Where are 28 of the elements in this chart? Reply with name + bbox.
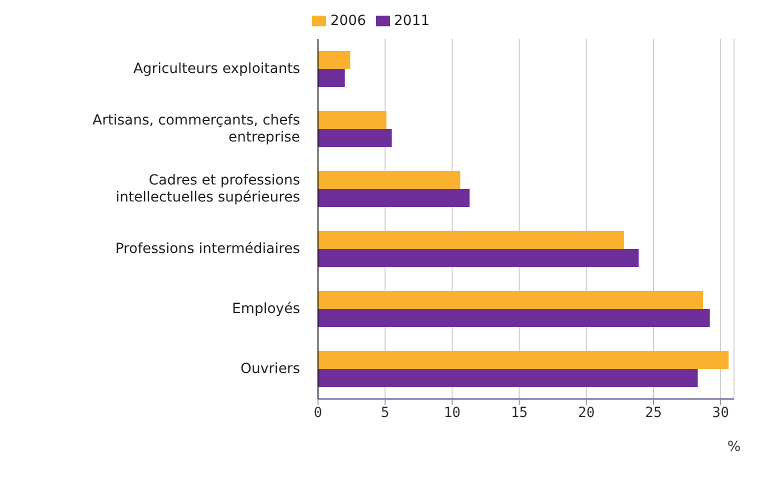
legend-label: 2006 [330, 13, 366, 29]
bar [318, 111, 386, 129]
y-tick-label: Employés [232, 300, 300, 317]
x-tick-label: 5 [380, 404, 390, 421]
x-axis-title: % [727, 439, 741, 455]
bar [318, 69, 345, 87]
y-tick-label: Cadres et professions intellectuelles supérieures [116, 172, 300, 206]
y-tick-label: Professions intermédiaires [115, 240, 300, 257]
bar [318, 51, 350, 69]
x-tick-label: 25 [645, 404, 662, 421]
bar [318, 291, 704, 309]
y-tick-label: Agriculteurs exploitants [133, 60, 300, 77]
x-tick-label: 15 [510, 404, 528, 421]
y-tick-label: Artisans, commerçants, chefs entreprise [92, 112, 300, 146]
bar [318, 231, 624, 249]
x-tick-label: 10 [444, 404, 461, 421]
y-tick-label: Ouvriers [240, 360, 300, 377]
bar [318, 369, 698, 387]
bar [318, 351, 729, 369]
bar [318, 249, 639, 267]
x-tick-label: 30 [712, 404, 730, 421]
legend-label: 2011 [394, 13, 430, 29]
x-tick-label: 20 [578, 404, 595, 421]
bar [318, 129, 392, 147]
bar [318, 189, 470, 207]
bar [318, 171, 460, 189]
x-tick-label: 0 [314, 404, 322, 421]
bar [318, 309, 710, 327]
